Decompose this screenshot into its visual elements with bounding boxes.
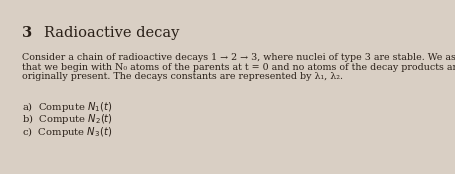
Text: Radioactive decay: Radioactive decay [44,26,179,40]
Text: that we begin with N₀ atoms of the parents at t = 0 and no atoms of the decay pr: that we begin with N₀ atoms of the paren… [22,62,455,72]
Text: 3: 3 [22,26,32,40]
Text: originally present. The decays constants are represented by λ₁, λ₂.: originally present. The decays constants… [22,72,342,81]
Text: a)  Compute $N_1(t)$: a) Compute $N_1(t)$ [22,100,112,114]
Text: b)  Compute $N_2(t)$: b) Compute $N_2(t)$ [22,113,113,126]
Text: Consider a chain of radioactive decays 1 → 2 → 3, where nuclei of type 3 are sta: Consider a chain of radioactive decays 1… [22,53,455,62]
Text: c)  Compute $N_3(t)$: c) Compute $N_3(t)$ [22,125,112,139]
